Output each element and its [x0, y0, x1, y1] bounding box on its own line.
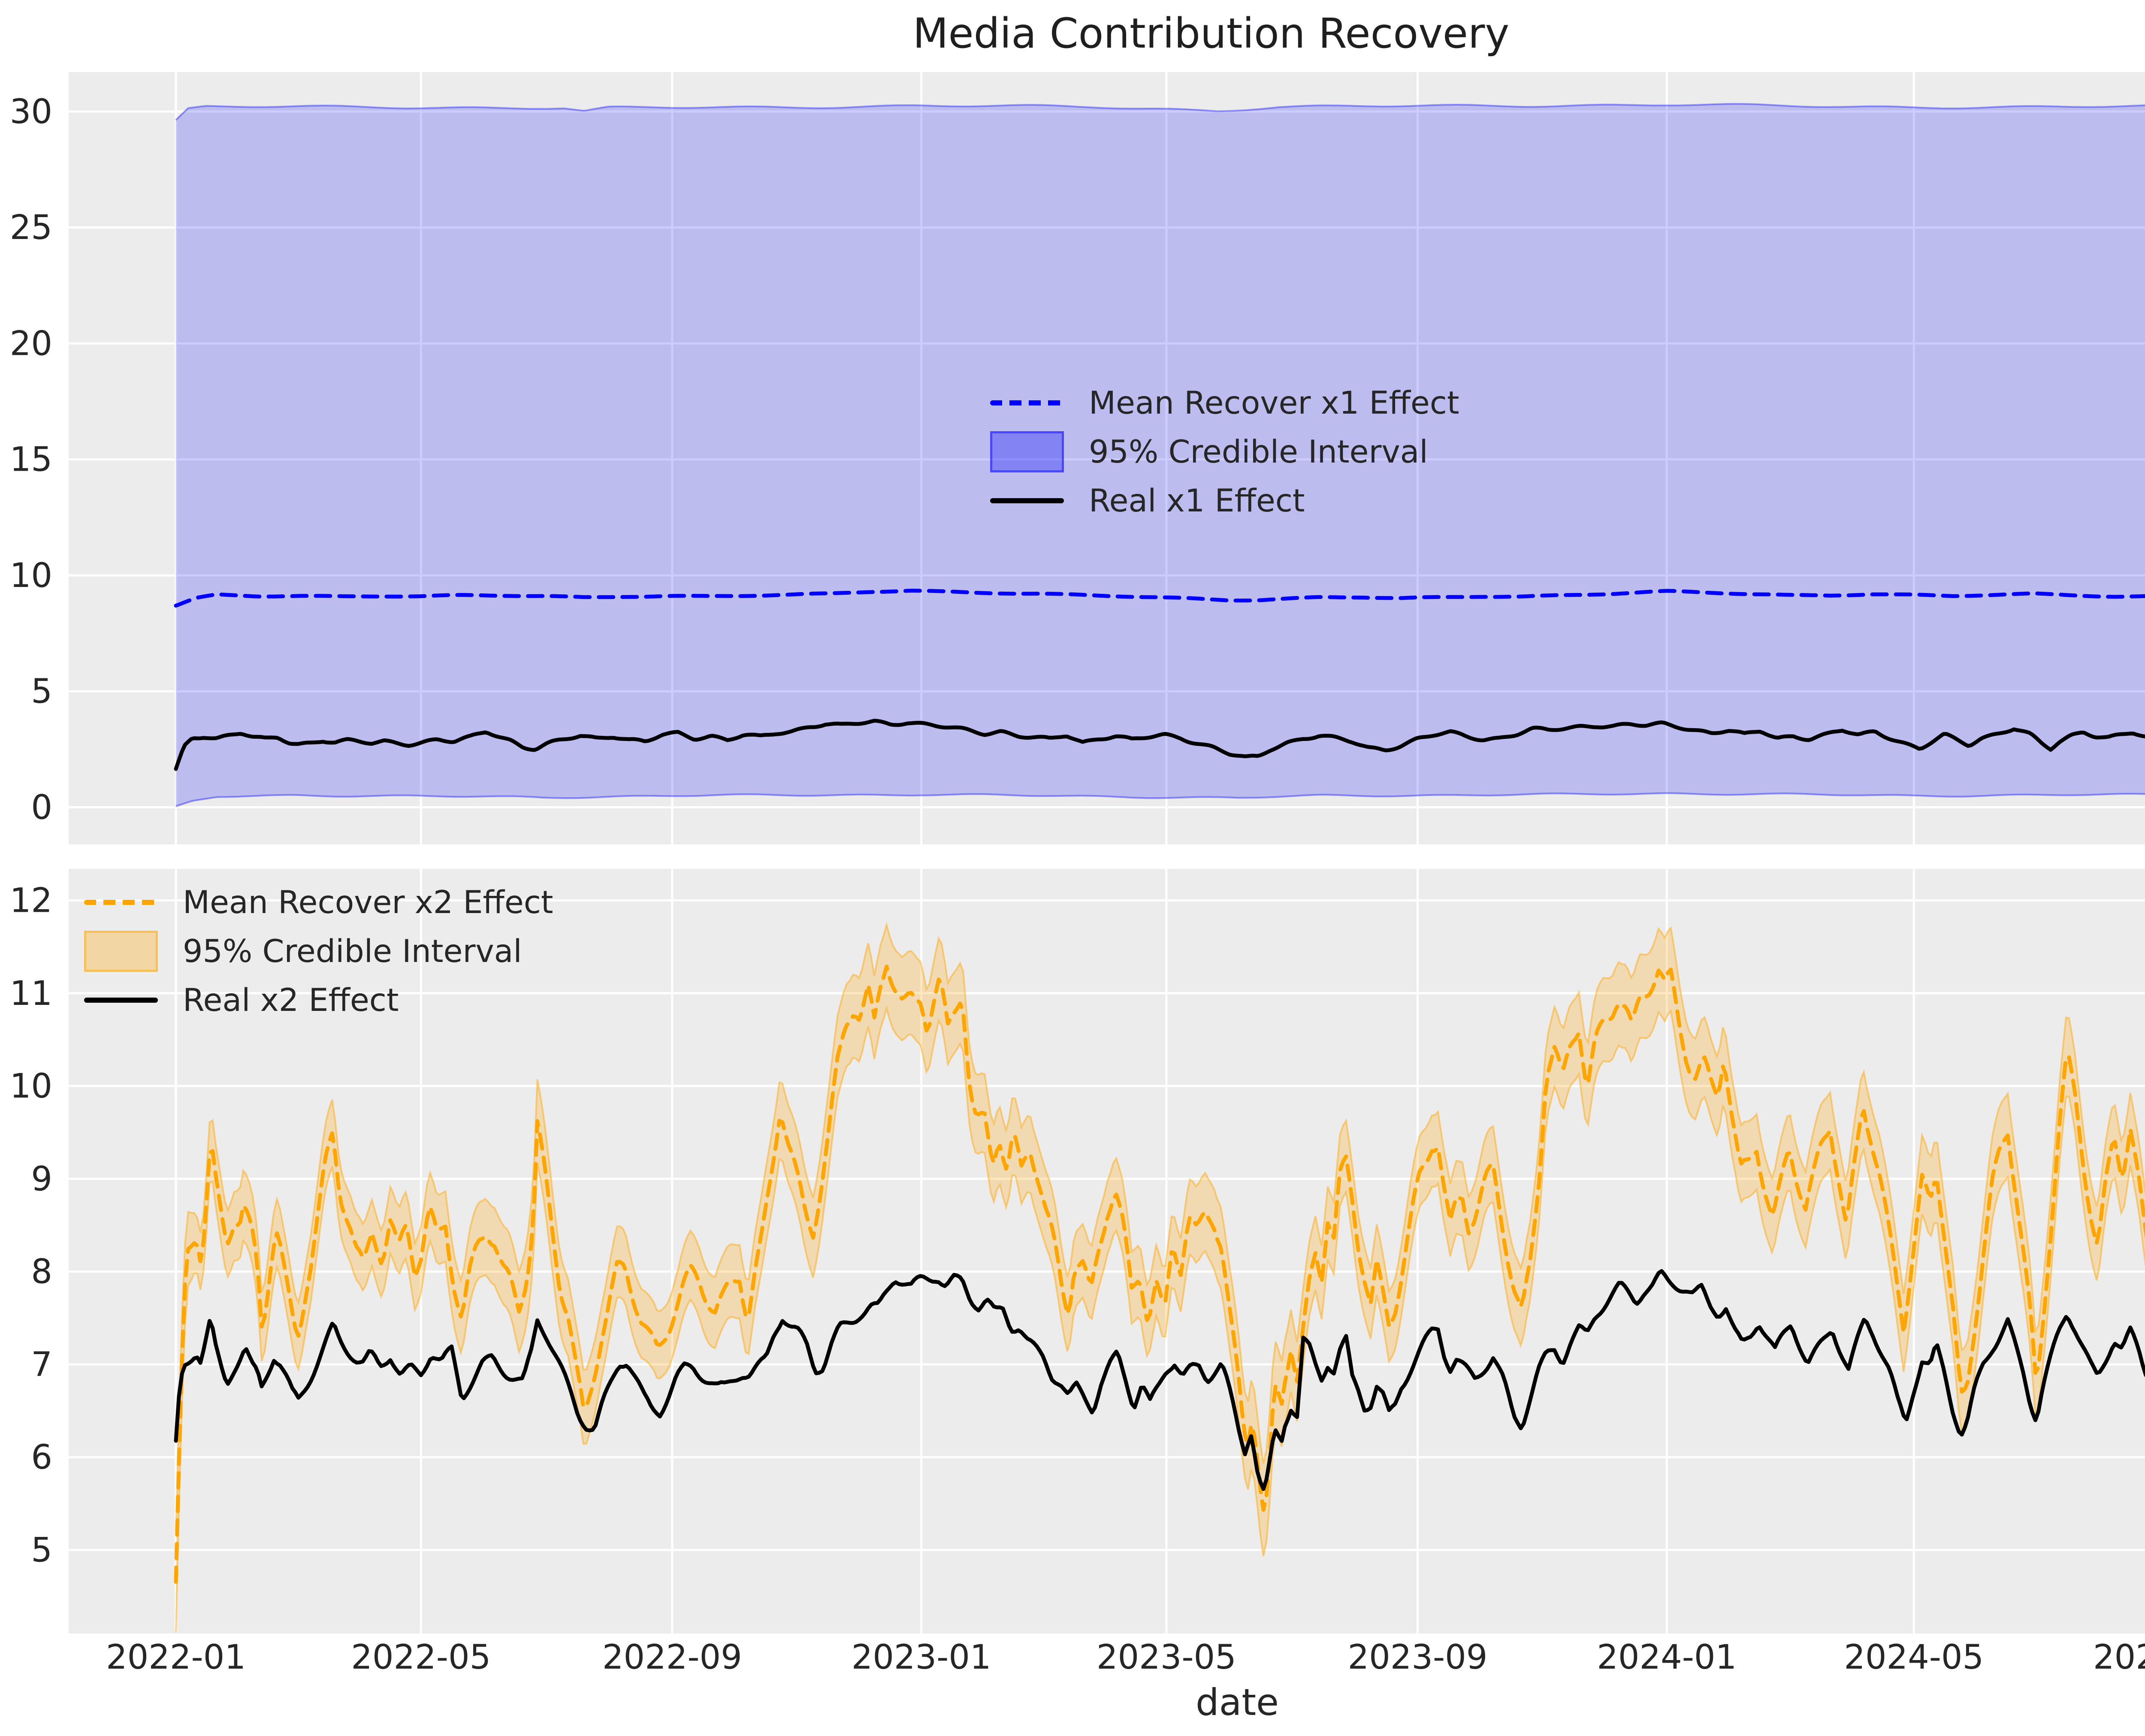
- band-swatch-icon: [84, 931, 158, 972]
- band-swatch-icon: [990, 431, 1064, 472]
- x-tick-label: 2024-01: [1597, 1638, 1737, 1677]
- solid-line-swatch-icon: [84, 998, 158, 1003]
- y-tick-label: 25: [10, 209, 52, 247]
- x1-band-upper-edge: [175, 103, 2145, 121]
- gridlines: [69, 72, 2145, 844]
- x-tick-label: 2023-09: [1347, 1638, 1487, 1677]
- y-tick-label: 15: [10, 441, 52, 479]
- y-tick-label: 30: [10, 93, 52, 131]
- legend-item-x1-mean: Mean Recover x1 Effect: [990, 378, 1459, 427]
- subplot-x2: 5 6 7 8 9 10 11 12 2022-01 2022-05 2022-09 2023-01 2…: [10, 869, 2145, 1677]
- x-tick-label: 2023-05: [1097, 1638, 1236, 1677]
- legend-item-x2-mean: Mean Recover x2 Effect: [84, 878, 553, 927]
- legend-label: 95% Credible Interval: [1089, 433, 1428, 470]
- x1-real-line: [174, 719, 2145, 771]
- x-tick-label: 2023-01: [852, 1638, 991, 1677]
- x-tick-label: 2024-05: [1844, 1638, 1984, 1677]
- legend-label: 95% Credible Interval: [183, 933, 522, 970]
- y-tick-label: 12: [10, 882, 52, 920]
- y-tick-label: 10: [10, 556, 52, 595]
- legend-label: Real x2 Effect: [183, 982, 399, 1019]
- dashed-line-swatch-icon: [990, 400, 1064, 405]
- x-tick-label: 2022-01: [106, 1638, 246, 1677]
- x-tick-label: 2024-09: [2093, 1638, 2145, 1677]
- y-tick-label: 5: [31, 672, 52, 711]
- legend-x2: Mean Recover x2 Effect 95% Credible Inte…: [84, 878, 553, 1025]
- subplot-x1: 0 5 10 15 20 25 30: [10, 72, 2145, 844]
- y-tick-label: 9: [31, 1160, 52, 1198]
- y-tick-label: 7: [31, 1346, 52, 1384]
- legend-item-x1-real: Real x1 Effect: [990, 476, 1459, 525]
- x1-mean-line: [174, 589, 2145, 608]
- legend-label: Mean Recover x2 Effect: [183, 884, 553, 921]
- x2-band-lower-edge: [175, 1005, 2145, 1633]
- y-tick-label: 10: [10, 1067, 52, 1106]
- y-tick-label: 11: [10, 974, 52, 1013]
- legend-x1: Mean Recover x1 Effect 95% Credible Inte…: [990, 378, 1459, 525]
- y-tick-label: 6: [31, 1438, 52, 1477]
- dashed-line-swatch-icon: [84, 900, 158, 905]
- plot-area-x1: [69, 72, 2145, 844]
- y-tick-label: 0: [31, 789, 52, 827]
- legend-label: Real x1 Effect: [1089, 482, 1305, 519]
- legend-item-x2-real: Real x2 Effect: [84, 976, 553, 1025]
- chart-title: Media Contribution Recovery: [912, 9, 1510, 57]
- x-tick-label: 2022-05: [351, 1638, 491, 1677]
- legend-item-x2-interval: 95% Credible Interval: [84, 927, 553, 976]
- x-axis-label: date: [1196, 1681, 1279, 1724]
- x2-real-line: [174, 1269, 2145, 1491]
- x2-credible-band: [176, 925, 2145, 1633]
- x1-band-lower-edge: [175, 792, 2145, 807]
- legend-item-x1-interval: 95% Credible Interval: [990, 427, 1459, 476]
- x2-band-upper-edge: [175, 921, 2145, 1531]
- plot-area-x2: [69, 869, 2145, 1633]
- x2-mean-line: [174, 965, 2145, 1584]
- x-tick-label: 2022-09: [602, 1638, 742, 1677]
- y-tick-label: 8: [31, 1253, 52, 1291]
- legend-label: Mean Recover x1 Effect: [1089, 384, 1459, 421]
- y-tick-label: 5: [31, 1531, 52, 1570]
- y-tick-label: 20: [10, 324, 52, 363]
- solid-line-swatch-icon: [990, 498, 1064, 503]
- x1-credible-band: [176, 104, 2145, 807]
